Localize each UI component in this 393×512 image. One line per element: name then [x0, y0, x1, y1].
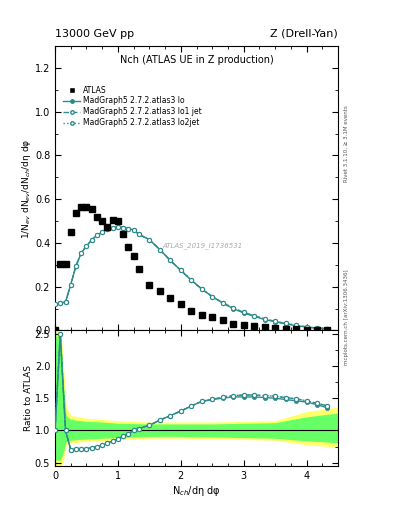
Y-axis label: 1/N$_{ev}$ dN$_{ev}$/dN$_{ch}$/dη dφ: 1/N$_{ev}$ dN$_{ev}$/dN$_{ch}$/dη dφ: [20, 138, 33, 239]
Text: Rivet 3.1.10, ≥ 3.1M events: Rivet 3.1.10, ≥ 3.1M events: [344, 105, 349, 182]
Legend: ATLAS, MadGraph5 2.7.2.atlas3 lo, MadGraph5 2.7.2.atlas3 lo1 jet, MadGraph5 2.7.: ATLAS, MadGraph5 2.7.2.atlas3 lo, MadGra…: [62, 84, 203, 129]
X-axis label: N$_{ch}$/dη dφ: N$_{ch}$/dη dφ: [172, 483, 221, 498]
Text: mcplots.cern.ch [arXiv:1306.3436]: mcplots.cern.ch [arXiv:1306.3436]: [344, 270, 349, 365]
Text: Z (Drell-Yan): Z (Drell-Yan): [270, 29, 338, 39]
Text: 13000 GeV pp: 13000 GeV pp: [55, 29, 134, 39]
Text: ATLAS_2019_I1736531: ATLAS_2019_I1736531: [162, 242, 242, 248]
Y-axis label: Ratio to ATLAS: Ratio to ATLAS: [24, 365, 33, 431]
Text: Nch (ATLAS UE in Z production): Nch (ATLAS UE in Z production): [119, 55, 274, 65]
